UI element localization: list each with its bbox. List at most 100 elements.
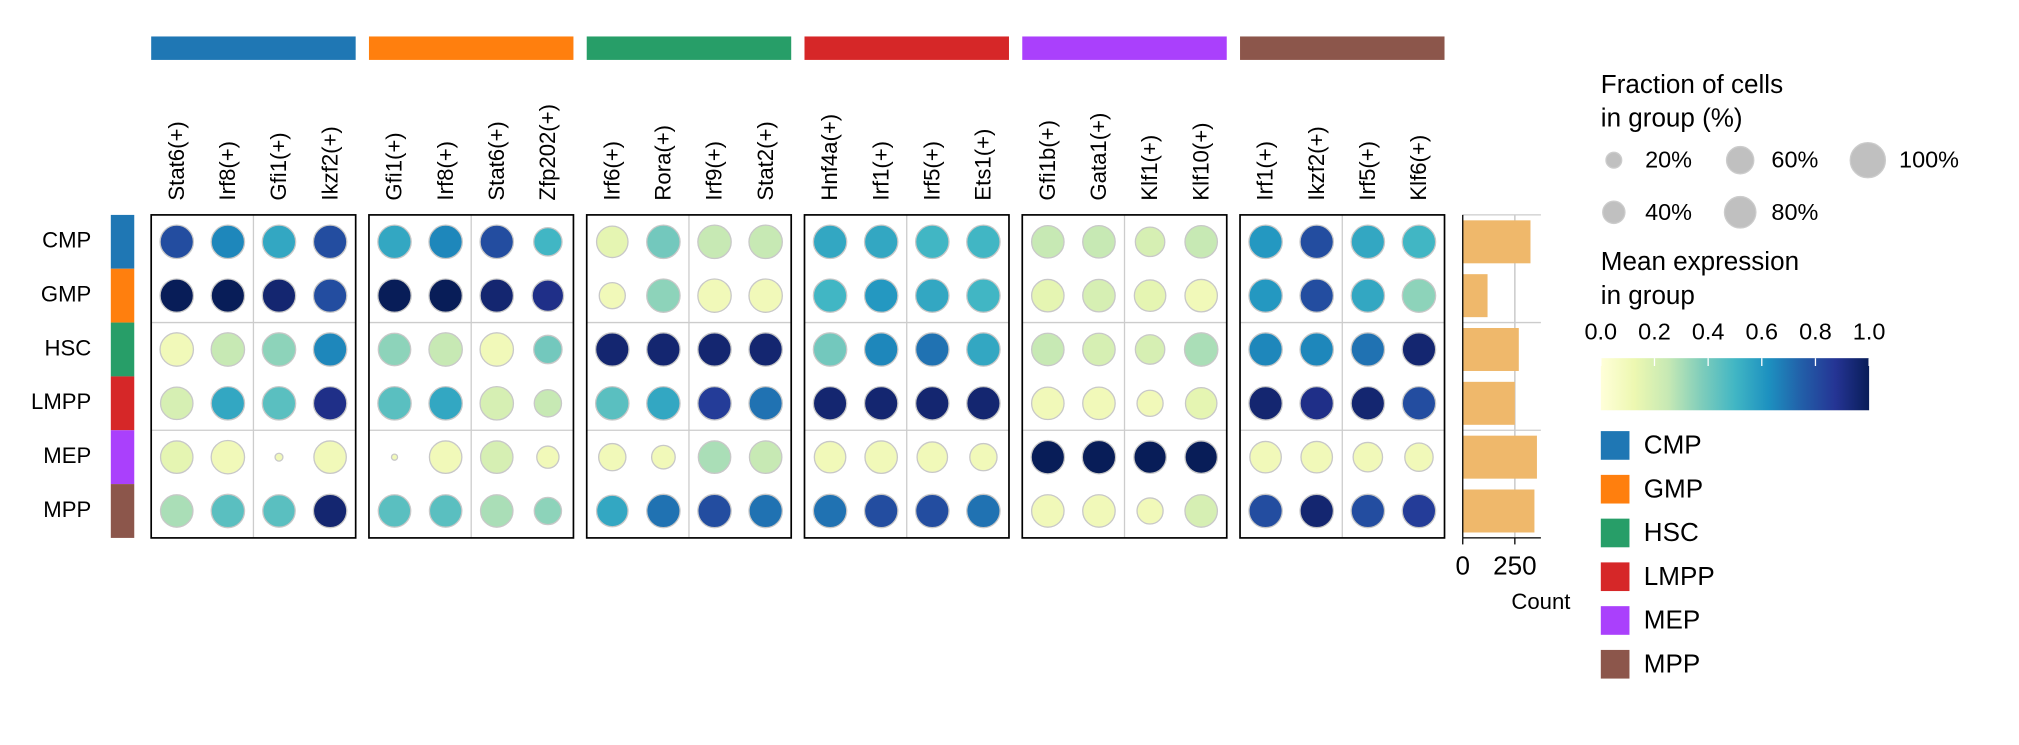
dot <box>533 226 563 257</box>
dot <box>966 224 1001 260</box>
dot <box>646 493 681 529</box>
colorbar-tick-label: 0.2 <box>1638 319 1671 345</box>
dot <box>377 278 412 313</box>
row-label: GMP <box>41 281 91 306</box>
dot <box>479 494 514 528</box>
dot <box>1184 386 1218 420</box>
dot <box>748 493 783 529</box>
dot <box>479 224 515 260</box>
dot <box>159 494 194 528</box>
dot <box>1030 224 1065 259</box>
dot <box>966 278 1001 313</box>
dot <box>646 385 681 421</box>
block-frame <box>1239 214 1446 539</box>
dot <box>595 494 629 528</box>
dot <box>1184 494 1219 528</box>
dot <box>262 494 296 528</box>
dot <box>261 332 297 367</box>
dot <box>159 440 194 475</box>
legend-title: in group (%) <box>1601 103 1743 133</box>
dot <box>1401 224 1437 260</box>
dot <box>533 389 563 418</box>
dot <box>1134 334 1166 365</box>
dot <box>390 453 399 461</box>
x-tick-label: 0 <box>1456 551 1470 581</box>
row-color <box>110 214 135 269</box>
dot <box>863 493 899 529</box>
dot <box>748 440 783 475</box>
legend-swatch <box>1600 474 1630 504</box>
x-axis-label: Count <box>1511 589 1570 614</box>
dot <box>969 442 998 472</box>
dot <box>813 440 847 474</box>
dot <box>812 278 848 313</box>
dot <box>1248 278 1283 313</box>
row-color <box>110 376 135 431</box>
legend-title: Fraction of cells <box>1601 69 1783 99</box>
gene-label: Irf8(+) <box>215 141 240 201</box>
row-label: HSC <box>45 335 92 360</box>
colorbar-tick-label: 0.0 <box>1585 319 1618 345</box>
dot <box>1248 224 1283 260</box>
dot <box>312 278 348 313</box>
colorbar-tick-label: 0.6 <box>1745 319 1778 345</box>
dot <box>1404 442 1434 472</box>
dot <box>210 439 246 475</box>
dot <box>697 440 732 475</box>
legend-title: Mean expression <box>1601 246 1799 276</box>
dot <box>812 385 848 421</box>
dot <box>1401 332 1437 367</box>
gene-label: Gfi1(+) <box>266 132 291 200</box>
gene-label: Klf6(+) <box>1406 135 1431 201</box>
dot <box>650 444 676 470</box>
dot <box>748 332 783 367</box>
dot <box>1401 493 1437 529</box>
dot <box>864 440 899 475</box>
dot <box>914 332 950 367</box>
dot <box>1133 279 1167 313</box>
dot <box>697 224 732 260</box>
colorbar-tick-label: 0.8 <box>1799 319 1832 345</box>
legend-label: MPP <box>1644 648 1700 678</box>
dot <box>274 452 284 462</box>
colorbar-tick-label: 0.4 <box>1692 319 1725 345</box>
gene-label: Stat2(+) <box>753 121 778 200</box>
gene-label: Gata1(+) <box>1086 113 1111 201</box>
gene-label: Gfi1(+) <box>382 132 407 200</box>
dot <box>697 332 732 367</box>
dot <box>261 278 297 313</box>
dot <box>697 493 732 529</box>
count-bar <box>1462 489 1535 533</box>
dot <box>1248 332 1283 367</box>
legend-swatch <box>1600 431 1630 460</box>
dot <box>428 440 463 475</box>
row-label: MPP <box>43 497 91 522</box>
dot <box>594 332 630 367</box>
count-bar <box>1462 274 1488 318</box>
gene-label: Irf1(+) <box>1253 141 1278 201</box>
dot <box>1350 278 1386 313</box>
legend-swatch <box>1600 562 1630 592</box>
dot <box>697 385 732 421</box>
dot <box>479 440 514 475</box>
dot <box>1401 278 1437 313</box>
dot <box>261 224 297 260</box>
dot <box>1134 226 1166 258</box>
dot <box>594 385 630 421</box>
gene-label: Zfp202(+) <box>535 104 560 201</box>
dot <box>1136 389 1164 418</box>
dot <box>1184 224 1219 259</box>
legend-label: LMPP <box>1644 561 1715 591</box>
dot <box>428 278 463 313</box>
dot <box>598 281 626 310</box>
count-bar <box>1462 220 1531 264</box>
dot <box>159 332 195 367</box>
dot <box>377 494 412 528</box>
dot <box>1133 440 1167 475</box>
dot <box>479 385 515 421</box>
block-frame <box>803 214 1010 539</box>
dot <box>1249 440 1282 474</box>
dot <box>863 332 899 367</box>
dot <box>966 332 1001 367</box>
